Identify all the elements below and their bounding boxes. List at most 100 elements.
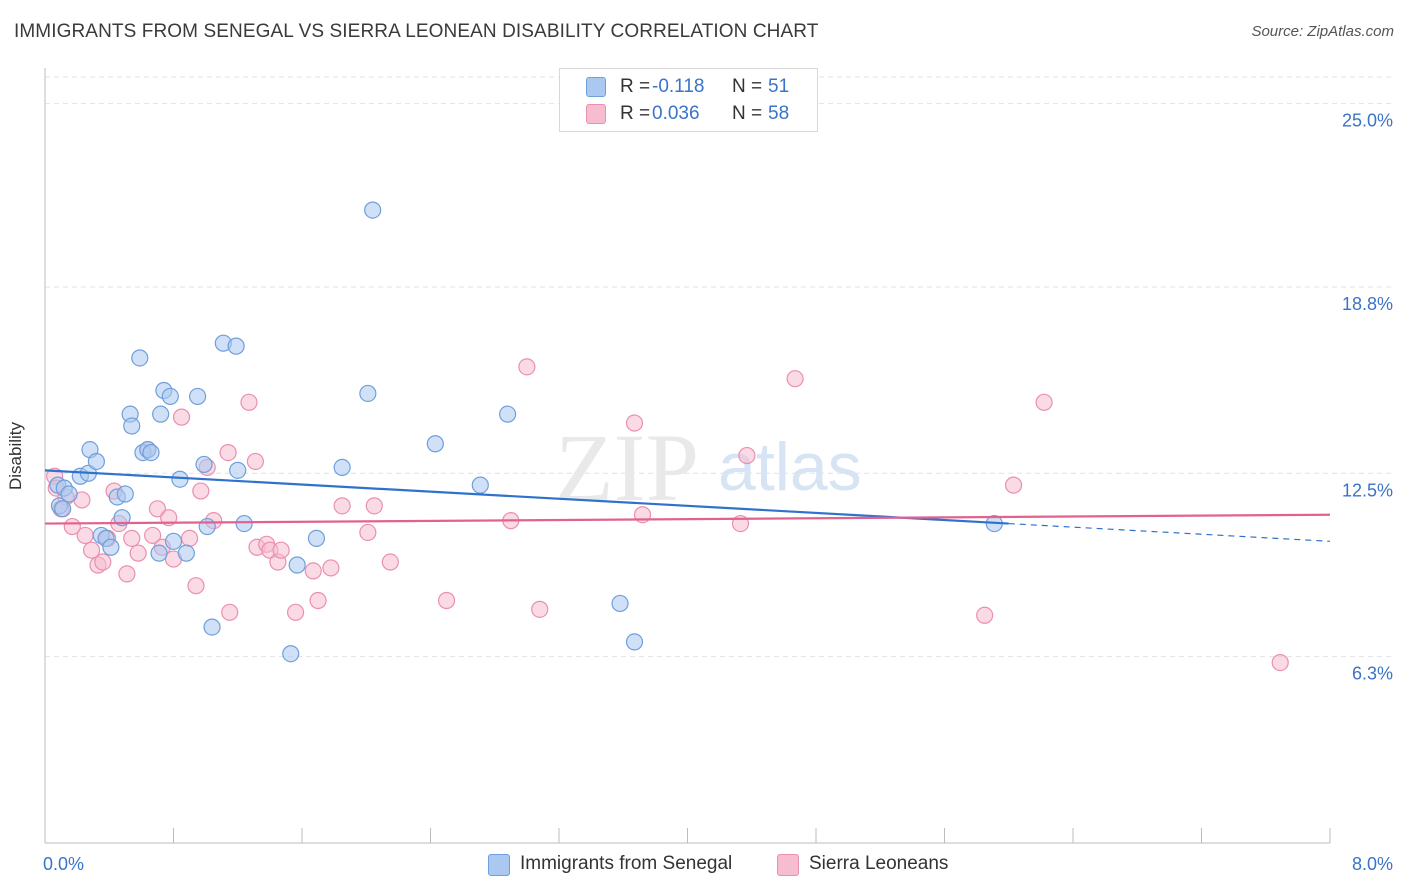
sierra-leonean-point: [219, 444, 237, 462]
sierra-leonean-point: [518, 358, 536, 376]
senegal-point: [426, 435, 444, 453]
legend-r-value: 0.036: [652, 103, 700, 124]
sierra-leonean-point: [976, 606, 994, 624]
legend-n-value: 51: [768, 76, 790, 97]
correlation-legend: R = -0.118 N = 51 R = 0.036 N = 58: [559, 68, 818, 132]
tick-labels: 6.3% 12.5% 18.8% 25.0% 0.0% 8.0%: [43, 111, 1393, 874]
sierra-leonean-point: [240, 393, 258, 411]
sierra-leonean-point: [172, 408, 191, 426]
bottom-legend-label-sierra-leonean: Sierra Leoneans: [809, 853, 949, 874]
sierra-leonean-point: [129, 544, 147, 562]
senegal-point: [307, 529, 326, 547]
sierra-leonean-point: [94, 553, 112, 571]
sierra-leonean-point: [1271, 653, 1289, 672]
y-axis-label-text: Disability: [6, 421, 25, 491]
senegal-point: [235, 514, 253, 533]
senegal-point: [499, 405, 517, 423]
senegal-point: [198, 517, 216, 536]
sierra-leonean-point: [148, 500, 167, 518]
senegal-point: [60, 485, 78, 503]
sierra-leonean-point: [82, 541, 101, 559]
senegal-point: [188, 387, 207, 406]
senegal-point: [611, 594, 629, 613]
senegal-point: [123, 417, 141, 435]
sierra-leonean-point: [309, 591, 327, 610]
sierra-leonean-point: [123, 529, 141, 547]
legend-swatch-sierra-leonean: [586, 104, 606, 124]
senegal-point: [152, 405, 170, 423]
legend-r-label: R =: [620, 76, 651, 97]
senegal-point: [288, 556, 306, 574]
bottom-legend-label-senegal: Immigrants from Senegal: [520, 853, 733, 874]
y-tick-label: 18.8%: [1342, 294, 1393, 314]
senegal-point: [229, 461, 247, 479]
legend-swatch-senegal: [586, 77, 606, 97]
senegal-point: [359, 384, 377, 403]
sierra-leonean-point: [333, 497, 351, 515]
senegal-point: [87, 452, 106, 471]
sierra-leonean-point: [531, 600, 549, 618]
senegal-point: [131, 349, 149, 367]
sierra-leonean-point: [365, 497, 383, 515]
senegal-point: [164, 532, 183, 550]
senegal-point: [116, 485, 134, 503]
senegal-point: [177, 544, 195, 562]
senegal-point: [471, 476, 489, 494]
sierra-leonean-point: [625, 414, 644, 432]
senegal-point: [113, 509, 131, 527]
x-tick-label: 0.0%: [43, 854, 84, 874]
y-tick-label: 12.5%: [1342, 480, 1393, 500]
sierra-leonean-point: [192, 482, 210, 500]
sierra-leonean-point: [144, 526, 162, 545]
senegal-point: [333, 458, 351, 476]
legend-n-label: N =: [732, 103, 763, 124]
senegal-point: [364, 201, 382, 219]
bottom-legend-swatch-senegal: [488, 854, 510, 876]
sierra-leonean-point: [1004, 476, 1023, 494]
senegal-point: [150, 544, 168, 562]
senegal-point: [227, 337, 245, 355]
sierra-leonean-point: [738, 446, 756, 465]
senegal-point: [171, 470, 189, 488]
sierra-leonean-point: [286, 603, 305, 621]
sierra-leonean-point: [187, 577, 205, 595]
senegal-point: [102, 538, 120, 556]
sierra-leonean-point: [381, 553, 399, 571]
senegal-point: [282, 645, 300, 663]
senegal-point: [203, 618, 221, 636]
watermark-atlas: atlas: [718, 429, 862, 505]
senegal-point: [195, 455, 213, 474]
senegal-trend-line: [44, 469, 1009, 525]
legend-r-value: -0.118: [652, 76, 705, 97]
senegal-point: [625, 633, 644, 651]
y-tick-label: 25.0%: [1342, 111, 1393, 131]
senegal-point: [54, 500, 72, 518]
legend-n-value: 58: [768, 103, 790, 124]
sierra-leonean-point: [246, 452, 265, 471]
sierra-leonean-point: [359, 523, 377, 542]
sierra-leonean-point: [304, 562, 322, 580]
sierra-leonean-point: [437, 591, 456, 610]
bottom-legend-swatch-sierra-leonean: [777, 854, 799, 876]
sierra-leonean-point: [322, 559, 340, 577]
legend-n-label: N =: [732, 76, 763, 97]
chart-title: IMMIGRANTS FROM SENEGAL VS SIERRA LEONEA…: [14, 21, 819, 42]
senegal-point: [161, 387, 179, 406]
sierra-leonean-point: [180, 529, 199, 547]
sierra-leonean-trend-line: [44, 513, 1331, 525]
sierra-leonean-point: [1035, 393, 1053, 411]
sierra-leonean-point: [272, 541, 290, 559]
axes: [44, 68, 1331, 844]
data-points: [46, 201, 1289, 672]
y-tick-label: 6.3%: [1352, 664, 1393, 684]
senegal-point: [142, 444, 160, 462]
x-tick-label: 8.0%: [1352, 854, 1393, 874]
sierra-leonean-point: [786, 370, 804, 388]
legend-r-label: R =: [620, 103, 651, 124]
sierra-leonean-point: [118, 565, 136, 583]
trend-lines: [44, 469, 1331, 542]
watermark: ZIP atlas: [555, 414, 862, 521]
source-note: Source: ZipAtlas.com: [1251, 23, 1394, 40]
senegal-trend-extension: [1008, 522, 1331, 542]
